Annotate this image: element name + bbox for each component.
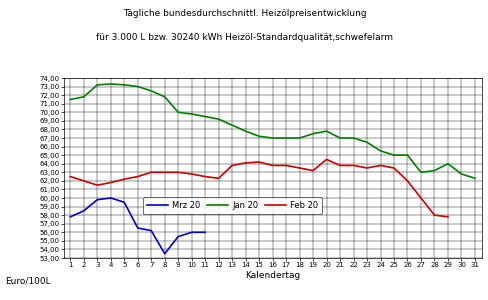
Jan 20 xyxy=(202,115,208,119)
Jan 20 xyxy=(121,83,127,87)
Feb 20 xyxy=(256,160,262,164)
Line: Mrz 20: Mrz 20 xyxy=(70,198,205,254)
Jan 20 xyxy=(364,140,369,144)
Jan 20 xyxy=(175,110,181,114)
Feb 20 xyxy=(67,175,73,178)
Feb 20 xyxy=(417,196,423,200)
Mrz 20 xyxy=(175,235,181,238)
Jan 20 xyxy=(135,85,141,88)
Jan 20 xyxy=(215,117,221,121)
Feb 20 xyxy=(121,177,127,181)
Legend: Mrz 20, Jan 20, Feb 20: Mrz 20, Jan 20, Feb 20 xyxy=(142,197,322,214)
Mrz 20 xyxy=(81,209,86,213)
Feb 20 xyxy=(242,161,248,165)
Feb 20 xyxy=(283,164,288,167)
Jan 20 xyxy=(444,162,450,166)
Jan 20 xyxy=(94,83,100,87)
Feb 20 xyxy=(229,164,235,167)
Feb 20 xyxy=(430,213,436,217)
Jan 20 xyxy=(188,112,194,116)
Mrz 20 xyxy=(148,229,154,232)
Feb 20 xyxy=(404,179,409,183)
Jan 20 xyxy=(417,170,423,174)
Feb 20 xyxy=(215,176,221,180)
Text: Tägliche bundesdurchschnittl. Heizölpreisentwicklung: Tägliche bundesdurchschnittl. Heizölprei… xyxy=(122,9,366,18)
Feb 20 xyxy=(377,164,383,167)
Jan 20 xyxy=(471,176,477,180)
Jan 20 xyxy=(309,132,315,136)
Jan 20 xyxy=(108,82,114,86)
Jan 20 xyxy=(269,136,275,140)
Feb 20 xyxy=(309,169,315,172)
Feb 20 xyxy=(108,181,114,184)
Jan 20 xyxy=(162,95,167,99)
Feb 20 xyxy=(81,179,86,183)
Jan 20 xyxy=(350,136,356,140)
Feb 20 xyxy=(148,170,154,174)
Mrz 20 xyxy=(108,196,114,200)
Feb 20 xyxy=(175,170,181,174)
Jan 20 xyxy=(67,98,73,101)
Mrz 20 xyxy=(94,198,100,202)
Jan 20 xyxy=(242,129,248,133)
Feb 20 xyxy=(269,164,275,167)
Jan 20 xyxy=(390,153,396,157)
Jan 20 xyxy=(404,153,409,157)
Mrz 20 xyxy=(135,226,141,230)
Jan 20 xyxy=(430,169,436,172)
Feb 20 xyxy=(364,166,369,170)
Jan 20 xyxy=(229,123,235,127)
Jan 20 xyxy=(323,129,329,133)
Jan 20 xyxy=(81,95,86,99)
Mrz 20 xyxy=(67,215,73,219)
Jan 20 xyxy=(148,89,154,93)
Jan 20 xyxy=(336,136,342,140)
Feb 20 xyxy=(336,164,342,167)
Feb 20 xyxy=(296,166,302,170)
Feb 20 xyxy=(135,175,141,178)
Feb 20 xyxy=(188,172,194,176)
Feb 20 xyxy=(390,166,396,170)
Feb 20 xyxy=(202,175,208,178)
Feb 20 xyxy=(323,158,329,161)
Jan 20 xyxy=(458,172,464,176)
Mrz 20 xyxy=(202,230,208,234)
Jan 20 xyxy=(377,149,383,153)
Feb 20 xyxy=(162,170,167,174)
Text: Euro/100L: Euro/100L xyxy=(5,276,50,285)
Mrz 20 xyxy=(162,252,167,256)
Line: Feb 20: Feb 20 xyxy=(70,159,447,217)
Feb 20 xyxy=(350,164,356,167)
Text: für 3.000 L bzw. 30240 kWh Heizöl-Standardqualität,schwefelarm: für 3.000 L bzw. 30240 kWh Heizöl-Standa… xyxy=(96,33,392,42)
Line: Jan 20: Jan 20 xyxy=(70,84,474,178)
Jan 20 xyxy=(296,136,302,140)
Jan 20 xyxy=(283,136,288,140)
Feb 20 xyxy=(444,215,450,219)
X-axis label: Kalendertag: Kalendertag xyxy=(244,271,300,280)
Mrz 20 xyxy=(121,200,127,204)
Jan 20 xyxy=(256,134,262,138)
Feb 20 xyxy=(94,183,100,187)
Mrz 20 xyxy=(188,230,194,234)
